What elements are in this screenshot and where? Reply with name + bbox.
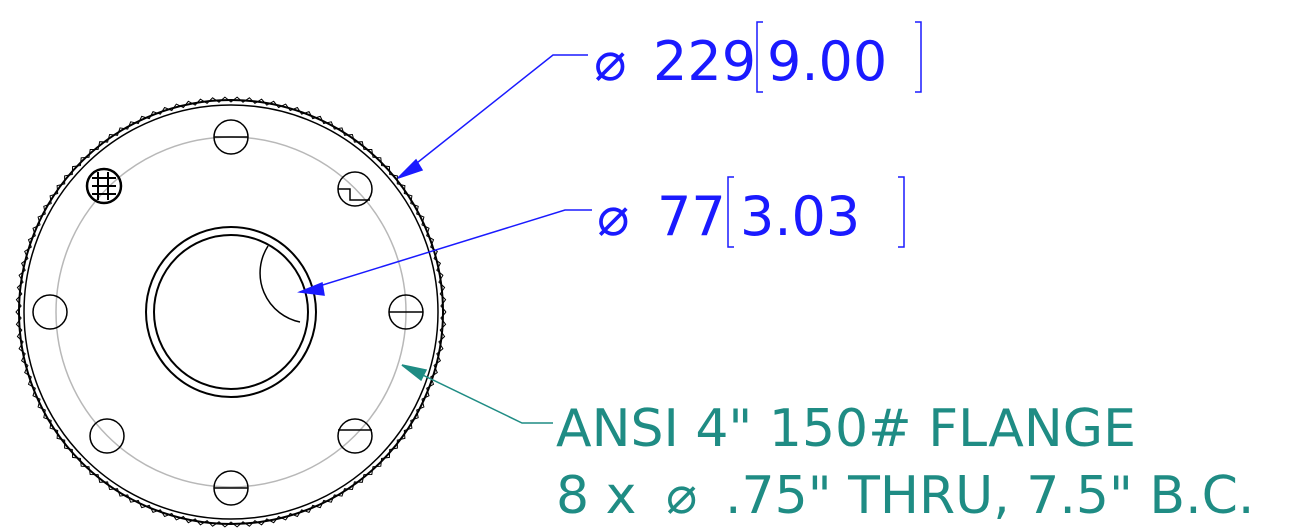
outer-diameter-left-bracket (756, 21, 763, 93)
bolt-hole (213, 119, 249, 155)
flange-outer-edge-inner (23, 104, 439, 520)
note-line-2-prefix: 8 x (556, 466, 636, 526)
bore-outer (145, 226, 317, 398)
bolt-hole-hatched (85, 167, 123, 205)
note-leader (401, 364, 553, 424)
flange-note: ANSI 4" 150# FLANGE 8 x ⌀ .75" THRU, 7.5… (556, 399, 1254, 526)
diameter-symbol: ⌀ (594, 30, 627, 93)
note-line-2-symbol: ⌀ (666, 466, 697, 526)
bore-diameter-inch: 3.03 (740, 185, 860, 248)
outer-diameter-mm: 229 (653, 30, 756, 93)
bolt-hole (32, 294, 68, 330)
bolt-hole (337, 171, 373, 207)
bolt-hole (213, 470, 249, 506)
bore-inner-arc (259, 245, 301, 323)
bore-inner (153, 234, 309, 390)
bolt-hole (388, 294, 424, 330)
bolt-hole (337, 418, 373, 454)
bore-diameter-left-bracket (727, 176, 734, 248)
bore-diameter-dimension: ⌀ 77 3.03 (597, 176, 905, 248)
outer-diameter-inch: 9.00 (767, 30, 887, 93)
bore-diameter-leader (297, 209, 592, 296)
bolt-holes (32, 119, 424, 506)
outer-diameter-right-bracket (915, 21, 922, 93)
bore-diameter-mm: 77 (657, 185, 726, 248)
bore-diameter-right-bracket (898, 176, 905, 248)
bolt-hole (89, 418, 125, 454)
flange-outer-edge (18, 99, 444, 525)
note-line-2-suffix: .75" THRU, 7.5" B.C. (725, 466, 1254, 526)
outer-diameter-dimension: ⌀ 229 9.00 (594, 21, 922, 93)
flange-part (18, 99, 444, 525)
diameter-symbol: ⌀ (597, 185, 630, 248)
outer-diameter-leader (397, 54, 588, 179)
note-line-1: ANSI 4" 150# FLANGE (556, 399, 1136, 459)
